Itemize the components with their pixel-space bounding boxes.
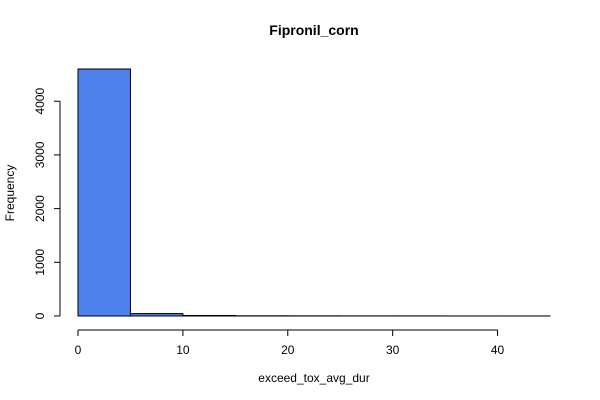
x-tick-label: 20 [281, 343, 295, 357]
x-tick-label: 10 [176, 343, 190, 357]
x-axis: 0 10 20 30 40 [75, 329, 505, 357]
y-tick-label: 3000 [33, 141, 47, 168]
histogram-bar [77, 68, 131, 317]
y-axis-label: Frequency [3, 165, 17, 222]
x-tick-label: 40 [491, 343, 505, 357]
y-tick-label: 1000 [33, 249, 47, 276]
histogram-bar [182, 314, 236, 317]
histogram-bar [129, 313, 184, 317]
y-axis: 0 1000 2000 3000 4000 [33, 88, 61, 319]
bars-group [77, 68, 551, 317]
y-tick-label: 0 [33, 312, 47, 319]
x-axis-label: exceed_tox_avg_dur [258, 371, 369, 385]
y-tick-label: 4000 [33, 88, 47, 115]
y-tick-label: 2000 [33, 195, 47, 222]
chart-title: Fipronil_corn [269, 22, 358, 38]
x-tick-label: 0 [75, 343, 82, 357]
x-tick-label: 30 [386, 343, 400, 357]
